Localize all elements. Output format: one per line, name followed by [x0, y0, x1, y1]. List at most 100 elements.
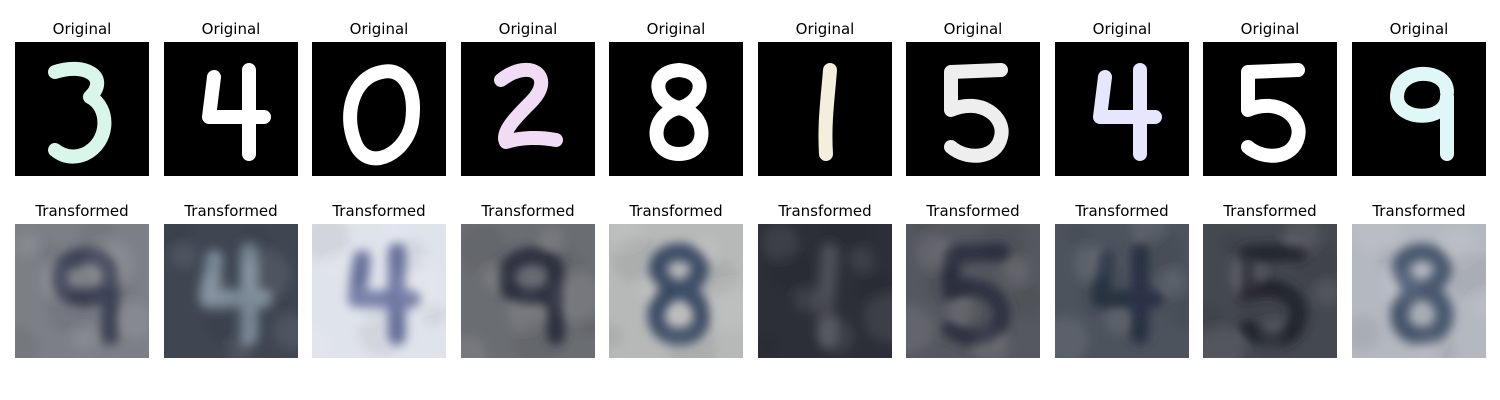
transformed-digit-image	[1352, 224, 1486, 358]
original-image	[1352, 42, 1486, 176]
panel-title: Transformed	[184, 202, 278, 220]
noise-blob	[949, 299, 973, 323]
noise-blob	[539, 226, 563, 250]
noise-blob	[694, 237, 718, 261]
panel-title: Original	[646, 20, 706, 38]
noise-blob	[708, 283, 743, 331]
noise-blob	[1447, 251, 1486, 299]
noise-blob	[1105, 310, 1129, 334]
noise-blob	[47, 286, 95, 334]
noise-blob	[769, 247, 817, 295]
noise-blob	[1352, 224, 1400, 252]
noise-blob	[910, 224, 934, 236]
transformed-digit-image	[758, 224, 892, 358]
noise-blob	[422, 302, 446, 326]
transformed-image	[906, 224, 1040, 358]
noise-blob	[638, 277, 662, 301]
original-digit-image	[609, 42, 743, 176]
noise-blob	[228, 338, 252, 358]
noise-blob	[1352, 315, 1381, 351]
transformed-digit-image	[15, 224, 149, 358]
noise-blob	[1291, 240, 1337, 288]
noise-blob	[1377, 245, 1401, 269]
panel-title: Original	[795, 20, 855, 38]
noise-blob	[1260, 321, 1284, 345]
transformed-image	[461, 224, 595, 358]
noise-blob	[553, 272, 595, 320]
noise-blob	[1005, 259, 1029, 283]
panel-title: Original	[1389, 20, 1449, 38]
noise-blob	[203, 297, 251, 345]
transformed-image	[312, 224, 446, 358]
panel-title: Original	[1092, 20, 1152, 38]
panel-title: Transformed	[332, 202, 426, 220]
noise-blob	[1012, 282, 1040, 318]
digit-stroke	[1390, 66, 1454, 161]
noise-blob	[327, 255, 351, 279]
digit-stroke	[48, 61, 112, 164]
original-digit-image	[1055, 42, 1189, 176]
noise-blob	[312, 224, 350, 262]
panel-title: Transformed	[1223, 202, 1317, 220]
transformed-digit-image	[164, 224, 298, 358]
noise-blob	[312, 325, 331, 358]
panel-title: Original	[498, 20, 558, 38]
transformed-image	[758, 224, 892, 358]
noise-blob	[118, 303, 149, 339]
noise-blob	[1168, 293, 1189, 329]
noise-blob	[397, 261, 445, 309]
noise-blob	[86, 239, 134, 287]
noise-blob	[483, 266, 507, 290]
noise-blob	[906, 305, 933, 353]
noise-blob	[850, 248, 874, 272]
panel-title: Transformed	[1075, 202, 1169, 220]
noise-blob	[758, 335, 779, 358]
transformed-image	[609, 224, 743, 358]
original-digit-image	[1352, 42, 1486, 176]
noise-blob	[924, 258, 972, 306]
noise-blob	[111, 280, 135, 304]
original-image	[164, 42, 298, 176]
transformed-digit-image	[609, 224, 743, 358]
noise-blob	[973, 329, 1009, 358]
original-image	[758, 42, 892, 176]
noise-blob	[1161, 270, 1185, 294]
noise-blob	[669, 330, 717, 358]
original-image	[1203, 42, 1337, 176]
noise-blob	[461, 225, 506, 273]
original-image	[461, 42, 595, 176]
transformed-digit-image	[461, 224, 595, 358]
original-image	[1055, 42, 1189, 176]
transformed-digit-image	[312, 224, 446, 358]
digit-stroke	[1241, 63, 1306, 163]
noise-blob	[15, 326, 39, 358]
noise-blob	[613, 236, 661, 284]
panel-title: Transformed	[926, 202, 1020, 220]
noise-blob	[1235, 280, 1283, 328]
panel-title: Transformed	[1372, 202, 1466, 220]
noise-blob	[383, 224, 407, 239]
noise-blob	[1066, 224, 1090, 247]
original-digit-image	[1203, 42, 1337, 176]
original-digit-image	[461, 42, 595, 176]
original-image	[312, 42, 446, 176]
transformed-image	[1055, 224, 1189, 358]
panel-title: Original	[943, 20, 1003, 38]
transformed-image	[164, 224, 298, 358]
original-image	[15, 42, 149, 176]
digit-stroke	[818, 63, 837, 161]
noise-blob	[172, 244, 196, 268]
original-digit-image	[15, 42, 149, 176]
noise-blob	[794, 288, 818, 312]
noise-blob	[1472, 292, 1486, 316]
digit-stroke	[1093, 63, 1162, 161]
original-digit-image	[758, 42, 892, 176]
original-digit-image	[906, 42, 1040, 176]
transformed-digit-image	[1055, 224, 1189, 358]
noise-blob	[1221, 234, 1245, 258]
noise-blob	[16, 233, 40, 257]
transformed-image	[1203, 224, 1337, 358]
panel-title: Transformed	[629, 202, 723, 220]
panel-title: Original	[1240, 20, 1300, 38]
